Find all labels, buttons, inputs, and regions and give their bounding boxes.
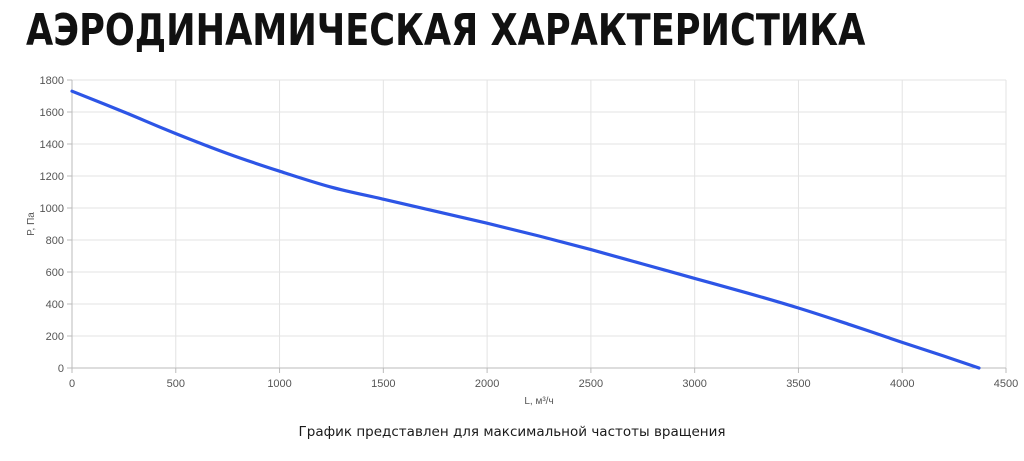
y-tick-label: 1200 — [40, 171, 64, 183]
x-tick-label: 2000 — [475, 378, 499, 390]
x-tick-label: 1500 — [371, 378, 395, 390]
y-tick-label: 600 — [46, 267, 64, 279]
x-tick-label: 500 — [167, 378, 185, 390]
x-axis-title: L, м³/ч — [524, 396, 553, 407]
y-tick-label: 0 — [58, 363, 64, 375]
y-tick-labels: 0 200 400 600 800 1000 1200 1400 1600 1800 — [40, 75, 64, 375]
x-tick-label: 2500 — [579, 378, 603, 390]
chart-grid — [72, 79, 1007, 368]
x-tick-label: 4500 — [994, 378, 1018, 390]
x-tick-label: 1000 — [267, 378, 291, 390]
x-tick-label: 0 — [69, 378, 75, 390]
y-tick-label: 200 — [46, 331, 64, 343]
y-tick-label: 1400 — [40, 139, 64, 151]
y-axis-title: P, Па — [26, 212, 37, 236]
chart-axes — [67, 79, 1007, 373]
chart-series — [70, 89, 981, 370]
chart-note: График представлен для максимальной част… — [298, 424, 726, 440]
page-title: АЭРОДИНАМИЧЕСКАЯ ХАРАКТЕРИСТИКА — [26, 5, 866, 56]
y-tick-label: 1000 — [40, 203, 64, 215]
series-line — [70, 89, 981, 370]
x-tick-label: 3500 — [786, 378, 810, 390]
y-tick-label: 800 — [46, 235, 64, 247]
x-tick-label: 4000 — [890, 378, 914, 390]
x-tick-label: 3000 — [682, 378, 706, 390]
pressure-flow-chart: 0 500 1000 1500 2000 2500 3000 3500 4000 4500 0 20… — [26, 75, 1018, 407]
y-tick-label: 400 — [46, 299, 64, 311]
x-tick-labels: 0 500 1000 1500 2000 2500 3000 3500 4000 4500 — [69, 378, 1018, 390]
y-tick-label: 1600 — [40, 107, 64, 119]
y-tick-label: 1800 — [40, 75, 64, 87]
